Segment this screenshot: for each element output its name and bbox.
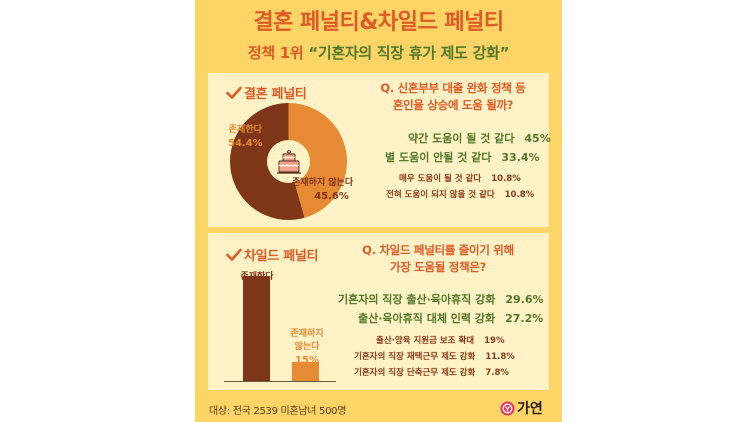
answer-label: 기혼자의 직장 단축근무 제도 강화 <box>354 368 476 378</box>
answer-label: 출산·양육 지원금 보조 확대 <box>376 336 475 346</box>
answer-row: 기혼자의 직장 재택근무 제도 강화 11.8% <box>354 350 515 362</box>
not-exists-label-line-1: 존재하지 <box>290 329 324 339</box>
answer-value: 29.6% <box>505 293 544 306</box>
question-line-1: Q. 차일드 페널티를 줄이기 위해 <box>362 243 514 257</box>
answer-label: 전혀 도움이 되지 않을 것 같다 <box>386 190 495 200</box>
not-exists-label-text: 존재하지 않는다 <box>292 178 354 188</box>
page-title: 결혼 페널티&차일드 페널티 <box>253 10 504 35</box>
brand-name: 가연 <box>517 401 543 417</box>
marriage-penalty-donut-chart <box>230 103 347 220</box>
answer-value: 33.4% <box>501 151 540 164</box>
gayeon-logo-icon <box>500 400 515 416</box>
not-exists-value: 15% <box>295 355 319 366</box>
marriage-penalty-title: 결혼 페널티 <box>226 83 307 102</box>
answer-row: 전혀 도움이 되지 않을 것 같다 10.8% <box>386 188 534 200</box>
answer-value: 10.8% <box>504 190 535 200</box>
exists-bar <box>243 276 270 381</box>
brand-logo: 가연 <box>500 398 543 418</box>
marriage-question: Q. 신혼부부 대출 완화 정책 등 혼인율 상승에 도움 될까? <box>358 80 548 114</box>
question-line-2: 가장 도움될 정책은? <box>389 260 487 274</box>
not-exists-value: 45.6% <box>314 191 349 202</box>
survey-target-note: 대상: 전국 2539 미혼남녀 500명 <box>209 406 347 417</box>
exists-value: 54.4% <box>228 138 263 149</box>
answer-row: 기혼자의 직장 단축근무 제도 강화 7.8% <box>354 366 509 378</box>
answer-label: 기혼자의 직장 출산·육아휴직 강화 <box>338 293 496 306</box>
marriage-penalty-title-text: 결혼 페널티 <box>244 87 307 102</box>
child-penalty-panel: 차일드 페널티 존재한다 85% 존재하지 않는다 15% Q. 차일드 페널티… <box>208 233 549 390</box>
question-line-2: 혼인율 상승에 도움 될까? <box>392 98 514 112</box>
answer-row: 출산·양육 지원금 보조 확대 19% <box>376 334 505 346</box>
answer-value: 19% <box>484 336 505 346</box>
marriage-penalty-panel: 결혼 페널티 존재한다 54.4% 존재하지 않는다 45.6% <box>208 73 551 227</box>
answer-label: 약간 도움이 될 것 같다 <box>408 132 515 145</box>
child-penalty-title-text: 차일드 페널티 <box>244 249 319 264</box>
answer-row: 출산·육아휴직 대체 인력 강화 27.2% <box>358 310 543 326</box>
subtitle-policy: “기혼자의 직장 휴가 제도 강화” <box>308 44 510 62</box>
not-exists-bar-label: 존재하지 않는다 15% <box>287 328 327 367</box>
answer-label: 매우 도움이 될 것 같다 <box>399 174 482 184</box>
child-penalty-title: 차일드 페널티 <box>226 245 318 264</box>
subtitle-rank: 정책 1위 <box>247 44 309 62</box>
not-exists-bar <box>292 362 319 381</box>
answer-value: 10.8% <box>491 174 521 184</box>
bar-chart-axis <box>224 381 336 382</box>
answer-row: 기혼자의 직장 출산·육아휴직 강화 29.6% <box>338 291 544 307</box>
answer-value: 27.2% <box>505 312 544 325</box>
donut-center <box>267 140 310 183</box>
child-question: Q. 차일드 페널티를 줄이기 위해 가장 도움될 정책은? <box>343 242 533 276</box>
answer-value: 11.8% <box>485 352 515 362</box>
answer-label: 별 도움이 안될 것 같다 <box>385 151 492 164</box>
exists-label-text: 존재한다 <box>228 125 262 135</box>
exists-label: 존재한다 54.4% <box>228 124 263 150</box>
not-exists-label-line-2: 않는다 <box>294 342 320 352</box>
answer-label: 출산·육아휴직 대체 인력 강화 <box>358 312 496 325</box>
answer-value: 7.8% <box>485 368 509 378</box>
cake-icon <box>276 149 301 174</box>
check-icon <box>226 248 242 261</box>
answer-label: 기혼자의 직장 재택근무 제도 강화 <box>354 352 476 362</box>
page-subtitle: 정책 1위 “기혼자의 직장 휴가 제도 강화” <box>195 42 562 63</box>
check-icon <box>226 86 242 99</box>
answer-row: 매우 도움이 될 것 같다 10.8% <box>399 172 521 184</box>
infographic-poster: 결혼 페널티&차일드 페널티 정책 1위 “기혼자의 직장 휴가 제도 강화” … <box>195 0 562 422</box>
answer-row: 별 도움이 안될 것 같다 33.4% <box>385 149 540 165</box>
not-exists-label: 존재하지 않는다 45.6% <box>292 177 353 203</box>
answer-value: 45% <box>524 132 551 145</box>
question-line-1: Q. 신혼부부 대출 완화 정책 등 <box>380 81 526 95</box>
answer-row: 약간 도움이 될 것 같다 45% <box>408 130 551 146</box>
